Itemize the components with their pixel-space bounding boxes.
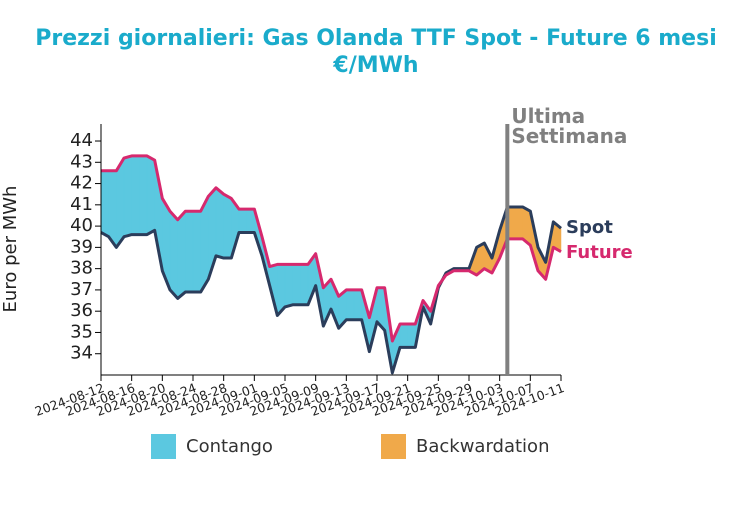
fill-area [123,155,132,238]
fill-area [177,210,186,299]
fill-area [146,155,155,236]
y-tick-label: 39 [70,236,93,257]
y-tick-label: 44 [70,130,93,151]
fill-area [131,155,140,235]
fill-area [100,170,109,238]
fill-area [169,210,178,300]
legend-swatch [381,434,406,459]
legend-label: Backwardation [416,436,549,457]
annotation-label: Ultima Settimana [511,104,628,148]
series-line [101,154,562,343]
fill-area [139,155,148,235]
y-tick-label: 42 [70,173,93,194]
y-tick-label: 38 [70,258,93,279]
series-label: Future [566,242,633,263]
fill-area [223,193,232,259]
fill-area [284,264,293,308]
fill-area [192,210,201,293]
fill-area [514,206,523,240]
legend-label: Contango [186,436,273,457]
legend-swatch [151,434,176,459]
fill-area [300,264,309,306]
fill-area [246,208,255,233]
y-tick-label: 34 [70,343,93,364]
y-tick-label: 37 [70,279,93,300]
fill-area [353,289,362,320]
fill-area [238,208,247,233]
y-tick-label: 41 [70,194,93,215]
fill-area [292,264,301,306]
chart-title: Prezzi giornalieri: Gas Olanda TTF Spot … [35,26,717,51]
fill-area [407,323,416,348]
fill-area [215,187,224,259]
y-axis-label: Euro per MWh [0,186,21,313]
y-tick-label: 36 [70,300,93,321]
y-tick-label: 35 [70,321,93,342]
fill-area [346,289,355,320]
y-tick-label: 40 [70,215,93,236]
series-line [100,205,562,375]
fill-area [185,210,194,293]
series-label: Spot [566,217,613,238]
fill-area [399,323,408,348]
chart-subtitle: €/MWh [332,53,418,78]
y-tick-label: 43 [70,151,93,172]
